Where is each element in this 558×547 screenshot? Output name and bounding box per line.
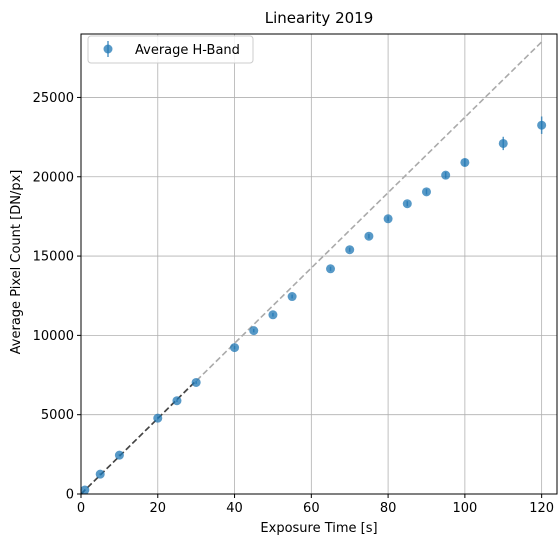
- data-marker: [421, 187, 431, 197]
- x-tick-label: 80: [380, 501, 397, 516]
- data-points: [80, 116, 547, 495]
- data-marker: [498, 138, 508, 148]
- data-point: [402, 199, 412, 209]
- data-point: [172, 396, 182, 406]
- data-marker: [345, 245, 355, 255]
- data-point: [95, 469, 105, 479]
- x-axis-label: Exposure Time [s]: [260, 521, 377, 536]
- data-marker: [326, 264, 336, 274]
- data-point: [230, 343, 240, 353]
- x-tick-label: 20: [150, 501, 167, 516]
- data-point: [421, 187, 431, 197]
- data-point: [345, 245, 355, 255]
- data-point: [326, 264, 336, 274]
- x-tick-label: 60: [303, 501, 320, 516]
- y-tick-label: 25000: [33, 91, 74, 106]
- data-point: [268, 310, 278, 320]
- data-point: [153, 413, 163, 423]
- legend-label: Average H-Band: [135, 43, 240, 58]
- data-marker: [95, 469, 105, 479]
- data-point: [114, 450, 124, 460]
- data-marker: [287, 292, 297, 302]
- data-marker: [230, 343, 240, 353]
- x-axis-ticks: 0 20 40 60 80 100 120: [77, 494, 554, 516]
- chart-title: Linearity 2019: [265, 9, 374, 27]
- data-marker: [402, 199, 412, 209]
- data-marker: [80, 485, 90, 495]
- data-point: [364, 231, 374, 241]
- data-marker: [114, 450, 124, 460]
- x-tick-label: 100: [452, 501, 477, 516]
- grid: [80, 34, 557, 495]
- y-axis-ticks: 0 5000 10000 15000 20000 25000: [33, 91, 81, 503]
- data-point: [287, 292, 297, 302]
- data-point: [249, 326, 259, 336]
- data-marker: [537, 120, 547, 130]
- legend-box: [87, 35, 254, 64]
- data-marker: [249, 326, 259, 336]
- data-marker: [153, 413, 163, 423]
- data-point: [460, 157, 470, 167]
- y-tick-label: 10000: [33, 329, 74, 344]
- y-tick-label: 5000: [41, 408, 74, 423]
- data-marker: [383, 214, 393, 224]
- x-tick-label: 120: [529, 501, 554, 516]
- y-tick-label: 20000: [33, 170, 74, 185]
- data-marker: [460, 157, 470, 167]
- legend-marker: [103, 44, 113, 54]
- x-tick-label: 40: [226, 501, 243, 516]
- y-tick-label: 0: [66, 488, 74, 503]
- data-point: [537, 116, 547, 134]
- data-point: [498, 136, 508, 151]
- data-marker: [172, 396, 182, 406]
- data-marker: [191, 377, 201, 387]
- data-marker: [364, 231, 374, 241]
- data-marker: [441, 170, 451, 180]
- y-tick-label: 15000: [33, 250, 74, 265]
- x-tick-label: 0: [77, 501, 85, 516]
- data-point: [191, 377, 201, 387]
- data-point: [383, 214, 393, 224]
- data-point: [441, 170, 451, 180]
- data-marker: [268, 310, 278, 320]
- y-axis-label: Average Pixel Count [DN/px]: [9, 170, 24, 355]
- plot-frame: [80, 33, 558, 495]
- data-point: [80, 485, 90, 495]
- legend: Average H-Band: [87, 35, 254, 64]
